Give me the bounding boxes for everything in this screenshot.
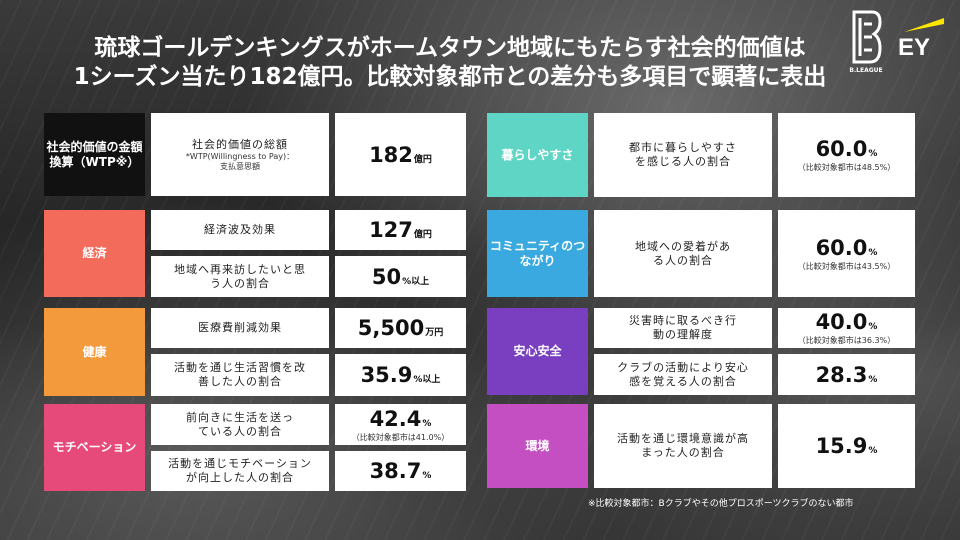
- value-wtp-total: 182 億円: [335, 113, 466, 196]
- desc-environment: 活動を通じ環境意識が高まった人の割合: [594, 404, 772, 488]
- value-unit: %: [868, 374, 878, 385]
- label-motivation: モチベーション: [44, 404, 145, 491]
- label-livability: 暮らしやすさ: [487, 113, 588, 197]
- desc-safety-disaster: 災害時に取るべき行動の理解度: [594, 308, 772, 348]
- value-community: 60.0% （比較対象都市は43.5%）: [778, 210, 915, 297]
- value-unit: %: [422, 471, 432, 481]
- title-line-2: 1シーズン当たり182億円。比較対象都市との差分も多項目で顕著に表出: [73, 64, 827, 90]
- value-unit: %以上: [413, 375, 441, 385]
- label-community: コミュニティのつながり: [487, 210, 588, 297]
- value-unit: %: [868, 149, 878, 159]
- bleague-logo-text: B.LEAGUE: [849, 67, 883, 74]
- value-unit: 億円: [413, 230, 432, 240]
- value-unit: %: [422, 418, 432, 429]
- ey-beam-icon: [904, 18, 944, 32]
- label-health: 健康: [44, 308, 145, 396]
- value-note: （比較対象都市は36.3%）: [797, 336, 896, 345]
- desc-economy-revisit: 地域へ再来訪したいと思う人の割合: [151, 256, 329, 297]
- label-safety: 安心安全: [487, 308, 588, 395]
- title-line-1: 琉球ゴールデンキングスがホームタウン地域にもたらす社会的価値は: [94, 35, 806, 61]
- bleague-mark-icon: [852, 10, 882, 64]
- desc-wtp-note-2: 支払意思額: [220, 161, 260, 171]
- value-livability: 60.0% （比較対象都市は48.5%）: [778, 113, 915, 197]
- desc-community: 地域への愛着がある人の割合: [594, 210, 772, 297]
- label-wtp: 社会的価値の金額換算（WTP※）: [44, 113, 145, 196]
- value-unit: 万円: [425, 328, 444, 338]
- value-environment: 15.9%: [778, 404, 915, 488]
- value-economy-revisit: 50 %以上: [335, 256, 466, 297]
- desc-motivation-positive: 前向きに生活を送っている人の割合: [151, 404, 329, 445]
- value-number: 38.7: [369, 459, 422, 483]
- value-note: （比較対象都市は41.0%）: [351, 432, 450, 442]
- value-health-habit: 35.9 %以上: [335, 354, 466, 396]
- value-number: 60.0: [815, 235, 868, 260]
- value-number: 127: [369, 218, 413, 242]
- desc-motivation-improved: 活動を通じモチベーションが向上した人の割合: [151, 451, 329, 491]
- value-health-medical: 5,500 万円: [335, 308, 466, 348]
- desc-wtp-total: 社会的価値の総額 *WTP(Willingness to Pay)： 支払意思額: [151, 113, 329, 196]
- value-safety-reassurance: 28.3%: [778, 354, 915, 395]
- footnote: ※比較対象都市：Bクラブやその他プロスポーツクラブのない都市: [588, 499, 854, 509]
- value-number: 60.0: [815, 137, 868, 161]
- label-environment: 環境: [487, 404, 588, 488]
- desc-health-medical: 医療費削減効果: [151, 308, 329, 348]
- desc-economy-ripple: 経済波及効果: [151, 210, 329, 250]
- value-motivation-improved: 38.7%: [335, 451, 466, 491]
- ey-logo-text: EY: [898, 34, 931, 61]
- value-economy-ripple: 127 億円: [335, 210, 466, 250]
- value-unit: 億円: [413, 154, 432, 165]
- value-number: 40.0: [815, 310, 868, 334]
- value-safety-disaster: 40.0% （比較対象都市は36.3%）: [778, 308, 915, 348]
- value-unit: %: [868, 247, 878, 258]
- desc-wtp-total-main: 社会的価値の総額: [192, 137, 288, 151]
- value-number: 15.9: [815, 434, 868, 458]
- value-unit: %: [868, 446, 878, 456]
- value-number: 182: [369, 142, 413, 167]
- bleague-logo: B.LEAGUE: [849, 10, 883, 74]
- label-economy: 経済: [44, 210, 145, 297]
- ey-logo: EY: [896, 14, 946, 64]
- value-number: 42.4: [369, 406, 422, 431]
- value-unit: %: [868, 322, 878, 332]
- page-title: 琉球ゴールデンキングスがホームタウン地域にもたらす社会的価値は 1シーズン当たり…: [0, 34, 900, 92]
- desc-safety-reassurance: クラブの活動により安心感を覚える人の割合: [594, 354, 772, 395]
- value-number: 5,500: [357, 316, 425, 340]
- value-motivation-positive: 42.4% （比較対象都市は41.0%）: [335, 404, 466, 445]
- desc-livability: 都市に暮らしやすさを感じる人の割合: [594, 113, 772, 197]
- value-unit: %以上: [402, 276, 430, 287]
- desc-wtp-note-1: *WTP(Willingness to Pay)：: [185, 151, 295, 161]
- value-note: （比較対象都市は43.5%）: [797, 261, 896, 271]
- value-note: （比較対象都市は48.5%）: [797, 163, 896, 172]
- desc-health-habit: 活動を通じ生活習慣を改善した人の割合: [151, 354, 329, 396]
- value-number: 28.3: [815, 362, 868, 387]
- value-number: 50: [371, 264, 402, 289]
- value-number: 35.9: [360, 363, 413, 387]
